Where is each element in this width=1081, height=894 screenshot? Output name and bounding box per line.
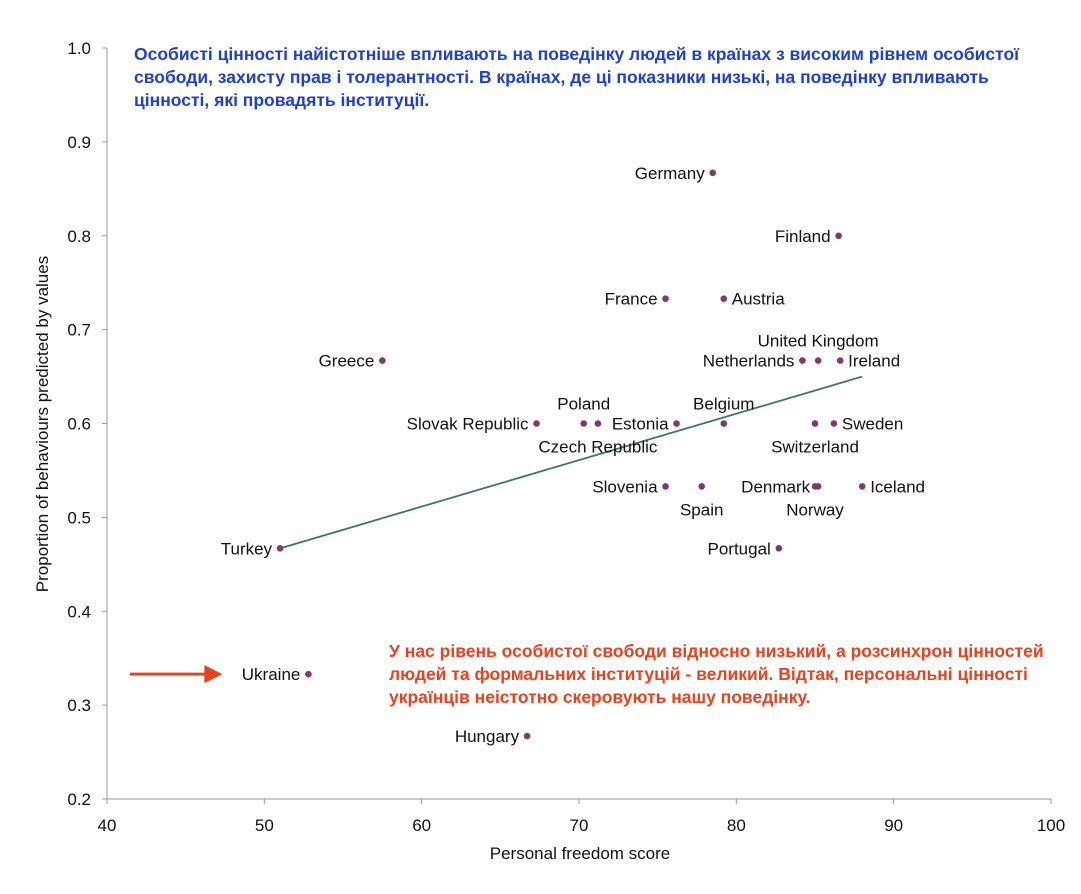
- data-point: [580, 420, 588, 427]
- x-tick-label: 100: [1037, 816, 1065, 835]
- point-label: Netherlands: [703, 352, 795, 371]
- point-label: France: [605, 290, 658, 309]
- data-point: [830, 420, 838, 427]
- data-point: [836, 357, 844, 364]
- point-label: Portugal: [707, 539, 770, 558]
- y-tick-label: 0.4: [67, 602, 91, 621]
- point-label: Denmark: [741, 477, 810, 496]
- data-point: [720, 295, 728, 302]
- axes: 40 50 60 70 80 90 100 0.2 0.3 0.4 0.5 0.6 0.7 0.8 0.9 1…: [67, 39, 1065, 835]
- point-label: Greece: [319, 352, 375, 371]
- data-point: [799, 357, 806, 364]
- data-point: [662, 483, 669, 490]
- data-point: [379, 357, 386, 364]
- data-point: [698, 483, 706, 490]
- data-point: [305, 670, 312, 678]
- data-point: [835, 232, 842, 240]
- y-tick-label: 0.5: [67, 508, 91, 527]
- annotation-layer: [130, 665, 223, 684]
- point-label: Spain: [680, 500, 723, 519]
- data-point: [673, 420, 680, 427]
- point-label: Austria: [732, 290, 785, 309]
- trendline: [279, 375, 863, 550]
- arrow-head-icon: [204, 665, 223, 684]
- data-point: [709, 169, 717, 177]
- data-point: [523, 732, 531, 740]
- point-label: Iceland: [870, 477, 925, 496]
- points-layer: Germany Finland France Austria Greece Netherl…: [221, 164, 925, 746]
- data-point: [858, 483, 866, 490]
- trendline-layer: [279, 375, 863, 550]
- point-label: Estonia: [612, 415, 669, 434]
- point-label: Switzerland: [771, 438, 859, 457]
- x-tick-label: 70: [570, 816, 589, 835]
- data-point: [811, 420, 819, 427]
- data-point: [811, 483, 819, 490]
- y-axis-title: Proportion of behaviours predicted by va…: [33, 256, 52, 592]
- point-label: Norway: [786, 500, 844, 519]
- x-axis-title: Personal freedom score: [490, 844, 670, 863]
- y-tick-label: 0.3: [67, 696, 91, 715]
- point-label: Germany: [635, 164, 705, 183]
- point-label: Slovak Republic: [407, 415, 529, 434]
- data-point: [594, 420, 602, 427]
- point-label: Belgium: [693, 395, 754, 414]
- data-point: [720, 420, 728, 427]
- x-tick-label: 80: [727, 816, 746, 835]
- data-point: [276, 545, 284, 552]
- y-tick-label: 0.7: [67, 321, 91, 340]
- point-label: Ireland: [848, 352, 900, 371]
- y-tick-label: 0.9: [67, 133, 91, 152]
- point-label: Poland: [557, 395, 610, 414]
- x-tick-label: 40: [98, 816, 117, 835]
- y-tick-label: 0.6: [67, 415, 91, 434]
- point-label: Turkey: [221, 539, 273, 558]
- point-label: Ukraine: [242, 665, 301, 684]
- y-tick-label: 1.0: [67, 39, 91, 58]
- y-tick-label: 0.8: [67, 227, 91, 246]
- point-label: United Kingdom: [758, 332, 879, 351]
- x-tick-label: 60: [412, 816, 431, 835]
- point-label: Slovenia: [592, 477, 658, 496]
- note-top: Особисті цінності найістотніше впливають…: [134, 44, 1020, 110]
- data-point: [662, 295, 669, 302]
- point-label: Sweden: [842, 415, 903, 434]
- y-tick-label: 0.2: [67, 790, 91, 809]
- x-tick-label: 90: [884, 816, 903, 835]
- point-label: Finland: [775, 227, 831, 246]
- x-tick-label: 50: [255, 816, 274, 835]
- point-label: Hungary: [455, 727, 520, 746]
- data-point: [814, 357, 822, 364]
- data-point: [775, 545, 783, 552]
- data-point: [533, 420, 540, 427]
- point-label: Czech Republic: [538, 438, 658, 457]
- note-bottom: У нас рівень особистої свободи відносно …: [389, 641, 1044, 707]
